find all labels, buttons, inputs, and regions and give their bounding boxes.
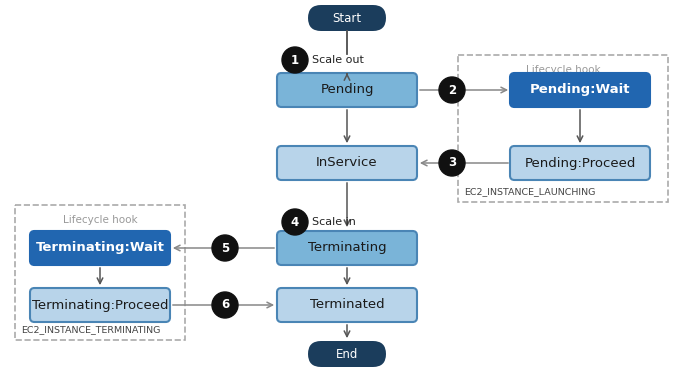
- Text: Terminating: Terminating: [308, 241, 386, 255]
- Circle shape: [212, 292, 238, 318]
- Text: 6: 6: [221, 299, 229, 311]
- FancyBboxPatch shape: [277, 288, 417, 322]
- Text: End: End: [336, 347, 358, 361]
- Text: 5: 5: [221, 241, 229, 255]
- FancyBboxPatch shape: [30, 288, 170, 322]
- Text: 3: 3: [448, 156, 456, 170]
- Text: Pending:Proceed: Pending:Proceed: [524, 156, 636, 170]
- FancyBboxPatch shape: [277, 231, 417, 265]
- Text: Lifecycle hook: Lifecycle hook: [63, 215, 138, 225]
- Circle shape: [282, 47, 308, 73]
- Circle shape: [439, 150, 465, 176]
- Circle shape: [282, 209, 308, 235]
- Text: Scale out: Scale out: [312, 55, 364, 65]
- Text: 4: 4: [291, 215, 299, 229]
- Text: Terminating:Wait: Terminating:Wait: [35, 241, 165, 255]
- Text: 2: 2: [448, 83, 456, 97]
- Circle shape: [439, 77, 465, 103]
- Text: Terminating:Proceed: Terminating:Proceed: [32, 299, 168, 311]
- FancyBboxPatch shape: [510, 146, 650, 180]
- Text: Scale in: Scale in: [312, 217, 356, 227]
- Text: Terminated: Terminated: [310, 299, 384, 311]
- Bar: [15, 205, 185, 340]
- FancyBboxPatch shape: [30, 231, 170, 265]
- FancyBboxPatch shape: [510, 73, 650, 107]
- Circle shape: [212, 235, 238, 261]
- Text: InService: InService: [316, 156, 378, 170]
- Text: EC2_INSTANCE_TERMINATING: EC2_INSTANCE_TERMINATING: [21, 325, 161, 334]
- Text: Lifecycle hook: Lifecycle hook: [525, 65, 600, 75]
- Bar: [458, 55, 668, 202]
- Text: Pending: Pending: [320, 83, 374, 97]
- Text: EC2_INSTANCE_LAUNCHING: EC2_INSTANCE_LAUNCHING: [464, 187, 596, 196]
- FancyBboxPatch shape: [277, 73, 417, 107]
- Text: Pending:Wait: Pending:Wait: [530, 83, 630, 97]
- FancyBboxPatch shape: [308, 5, 386, 31]
- FancyBboxPatch shape: [308, 341, 386, 367]
- Text: 1: 1: [291, 53, 299, 67]
- FancyBboxPatch shape: [277, 146, 417, 180]
- Text: Start: Start: [332, 12, 361, 24]
